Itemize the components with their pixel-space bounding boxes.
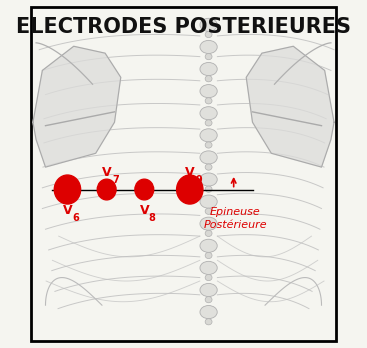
Ellipse shape bbox=[205, 319, 212, 325]
Ellipse shape bbox=[200, 261, 217, 275]
Ellipse shape bbox=[200, 129, 217, 142]
Ellipse shape bbox=[205, 208, 212, 214]
Circle shape bbox=[54, 175, 81, 204]
Circle shape bbox=[135, 179, 154, 200]
Ellipse shape bbox=[205, 164, 212, 170]
Ellipse shape bbox=[200, 85, 217, 98]
Circle shape bbox=[177, 175, 203, 204]
Ellipse shape bbox=[205, 98, 212, 104]
Ellipse shape bbox=[200, 173, 217, 186]
Ellipse shape bbox=[205, 31, 212, 38]
Ellipse shape bbox=[205, 252, 212, 259]
Ellipse shape bbox=[200, 40, 217, 54]
Ellipse shape bbox=[200, 18, 217, 31]
Text: 7: 7 bbox=[112, 175, 119, 185]
Ellipse shape bbox=[205, 230, 212, 237]
Ellipse shape bbox=[205, 186, 212, 192]
Circle shape bbox=[97, 179, 116, 200]
Ellipse shape bbox=[205, 54, 212, 60]
Polygon shape bbox=[33, 46, 121, 167]
Text: 9: 9 bbox=[195, 175, 202, 185]
Ellipse shape bbox=[200, 107, 217, 120]
Text: V: V bbox=[63, 204, 72, 217]
Text: Epineuse: Epineuse bbox=[210, 207, 261, 217]
Ellipse shape bbox=[205, 120, 212, 126]
Ellipse shape bbox=[200, 151, 217, 164]
Ellipse shape bbox=[200, 283, 217, 296]
Text: 8: 8 bbox=[149, 213, 156, 223]
Ellipse shape bbox=[200, 195, 217, 208]
Text: Postérieure: Postérieure bbox=[203, 220, 267, 230]
Ellipse shape bbox=[205, 275, 212, 281]
Ellipse shape bbox=[200, 63, 217, 76]
Ellipse shape bbox=[200, 239, 217, 252]
Text: V: V bbox=[139, 204, 149, 217]
Text: V: V bbox=[185, 166, 195, 179]
Ellipse shape bbox=[200, 217, 217, 230]
Polygon shape bbox=[246, 46, 334, 167]
Text: ELECTRODES POSTERIEURES: ELECTRODES POSTERIEURES bbox=[16, 17, 351, 37]
Ellipse shape bbox=[205, 76, 212, 82]
Text: 6: 6 bbox=[72, 213, 79, 223]
Ellipse shape bbox=[205, 142, 212, 148]
Ellipse shape bbox=[205, 296, 212, 303]
Text: V: V bbox=[102, 166, 112, 179]
Ellipse shape bbox=[200, 306, 217, 319]
